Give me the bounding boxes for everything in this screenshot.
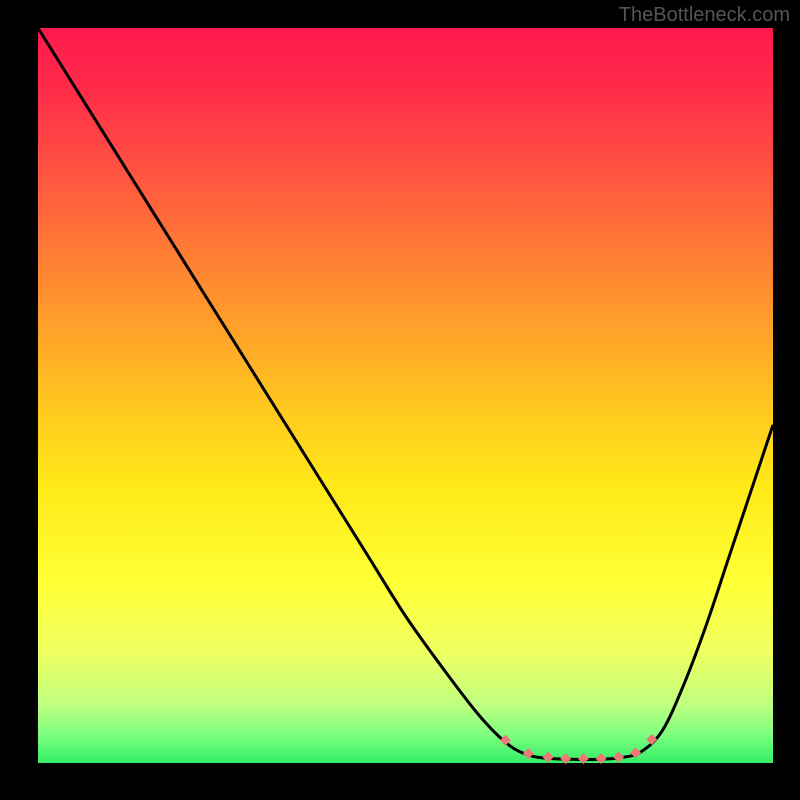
attribution-text: TheBottleneck.com	[619, 4, 790, 27]
bottleneck-chart	[0, 0, 800, 800]
plot-background	[38, 28, 773, 763]
